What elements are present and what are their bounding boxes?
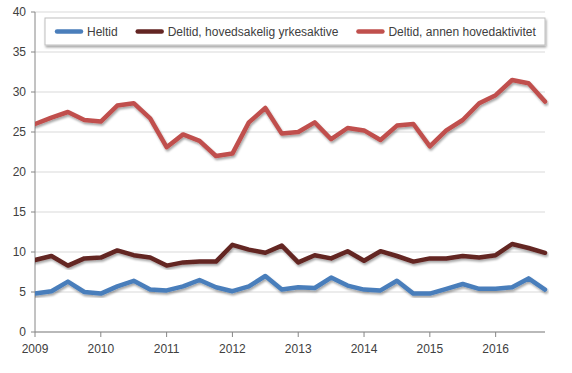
legend-label: Deltid, hovedsakelig yrkesaktive bbox=[168, 25, 339, 39]
legend: Heltid Deltid, hovedsakelig yrkesaktive De… bbox=[45, 18, 545, 45]
y-tick bbox=[31, 52, 35, 53]
x-tick-label: 2009 bbox=[22, 342, 49, 356]
x-tick bbox=[429, 332, 430, 337]
x-axis bbox=[35, 332, 545, 333]
y-tick-label: 35 bbox=[13, 45, 27, 59]
x-tick-label: 2012 bbox=[219, 342, 246, 356]
y-tick bbox=[31, 92, 35, 93]
grid-line bbox=[35, 332, 545, 333]
y-tick-label: 30 bbox=[13, 85, 27, 99]
x-tick-label: 2010 bbox=[87, 342, 114, 356]
x-tick bbox=[232, 332, 233, 337]
grid-line bbox=[35, 12, 545, 13]
x-tick-label: 2014 bbox=[351, 342, 378, 356]
grid-line bbox=[35, 172, 545, 173]
y-tick bbox=[31, 292, 35, 293]
y-tick bbox=[31, 12, 35, 13]
grid bbox=[31, 12, 545, 332]
y-tick-label: 10 bbox=[13, 245, 27, 259]
y-tick-label: 40 bbox=[13, 5, 27, 19]
y-tick-label: 0 bbox=[19, 325, 26, 339]
series-line bbox=[35, 276, 545, 294]
grid-line bbox=[35, 52, 545, 53]
series-lines bbox=[35, 80, 545, 294]
y-tick bbox=[31, 332, 35, 333]
legend-key bbox=[57, 29, 81, 34]
x-tick bbox=[495, 332, 496, 337]
y-tick-label: 5 bbox=[19, 285, 26, 299]
y-axis bbox=[35, 12, 36, 332]
legend-label: Deltid, annen hovedaktivitet bbox=[388, 25, 536, 39]
x-tick bbox=[35, 332, 36, 337]
x-tick-label: 2011 bbox=[154, 342, 180, 356]
grid-line bbox=[35, 92, 545, 93]
y-tick-label: 20 bbox=[13, 165, 27, 179]
legend-box bbox=[45, 18, 545, 45]
y-tick bbox=[31, 132, 35, 133]
x-tick bbox=[100, 332, 101, 337]
x-tick-label: 2013 bbox=[285, 342, 312, 356]
series-line bbox=[35, 244, 545, 266]
chart: 0 5 10 15 20 25 30 35 40 2009 2010 2011 2012 2013 2014… bbox=[0, 0, 572, 373]
x-tick bbox=[166, 332, 167, 337]
x-tick-label: 2015 bbox=[416, 342, 443, 356]
grid-line bbox=[35, 292, 545, 293]
y-tick bbox=[31, 212, 35, 213]
grid-line bbox=[35, 212, 545, 213]
x-tick-label: 2016 bbox=[482, 342, 509, 356]
series-line bbox=[35, 80, 545, 156]
legend-key bbox=[138, 29, 162, 34]
x-tick bbox=[364, 332, 365, 337]
legend-key bbox=[358, 29, 382, 34]
y-tick-label: 25 bbox=[13, 125, 27, 139]
y-tick bbox=[31, 252, 35, 253]
y-tick bbox=[31, 172, 35, 173]
y-tick-label: 15 bbox=[13, 205, 27, 219]
legend-label: Heltid bbox=[87, 25, 118, 39]
x-tick bbox=[298, 332, 299, 337]
